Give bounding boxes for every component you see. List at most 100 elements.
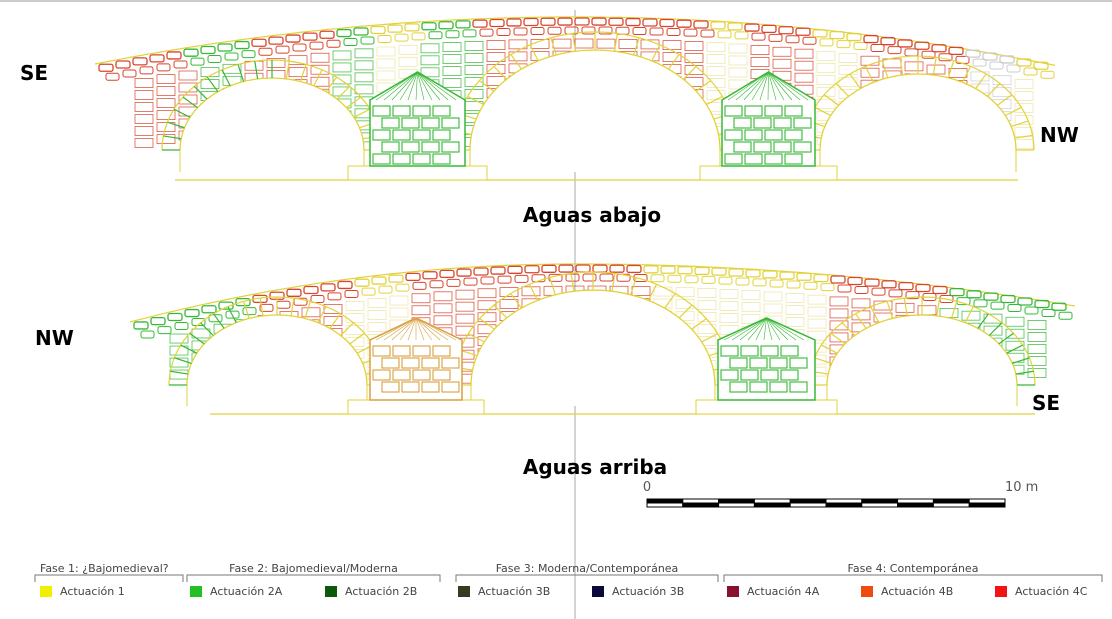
stone [718, 276, 733, 285]
stone [480, 276, 495, 285]
voussoir [899, 57, 904, 76]
ashlar [441, 117, 460, 129]
legend: Fase 1: ¿Bajomedieval? Actuación 1 Fase 2:… [34, 562, 1103, 598]
ashlar [729, 381, 748, 393]
stone [353, 27, 369, 36]
scale-segment [825, 498, 863, 504]
voussoir [821, 344, 838, 354]
stone [762, 270, 778, 279]
stone [336, 28, 352, 38]
stone [429, 280, 444, 289]
stone [921, 50, 936, 59]
scale-segment [646, 502, 684, 508]
legend-swatch [40, 586, 52, 597]
voussoir [849, 73, 861, 89]
legend-swatch [995, 586, 1007, 597]
stone [574, 38, 594, 49]
cutwater-course [767, 71, 769, 101]
stone [897, 39, 913, 48]
ashlar [441, 141, 460, 153]
stone [156, 98, 176, 108]
phase-title: Fase 1: ¿Bajomedieval? [40, 562, 169, 575]
ashlar [401, 117, 420, 129]
orientation-label: NW [1040, 123, 1079, 147]
stone [625, 17, 641, 27]
ashlar [789, 357, 808, 369]
stone [662, 52, 682, 62]
voussoir [870, 306, 880, 323]
stone [98, 63, 114, 72]
stone [343, 38, 358, 47]
scale-segment [753, 502, 791, 508]
stone [421, 22, 437, 31]
ashlar [769, 381, 788, 393]
stone [719, 289, 739, 299]
stone [851, 298, 871, 309]
voussoir [285, 61, 290, 79]
ashlar [744, 105, 763, 117]
pier-plinth [699, 165, 838, 181]
cutwater-course [415, 317, 425, 341]
scale-segment [682, 502, 720, 508]
voussoir [570, 273, 575, 292]
stone [989, 61, 1004, 70]
stone [596, 38, 616, 49]
stone [785, 35, 800, 44]
stone [829, 320, 849, 331]
stone [266, 58, 286, 68]
stone [807, 294, 827, 305]
stone [973, 299, 988, 308]
voussoir [1014, 134, 1033, 139]
stone [149, 54, 165, 63]
stone [156, 86, 176, 96]
legend-label: Actuación 3B [478, 585, 550, 598]
ashlar [764, 129, 783, 141]
stone [433, 303, 453, 314]
stone [1014, 79, 1034, 90]
stone [794, 60, 814, 71]
stone [881, 280, 897, 289]
stone [676, 19, 692, 28]
stone [547, 26, 562, 35]
cutwater-course [391, 317, 417, 341]
stone [649, 27, 664, 36]
voussoir [936, 297, 941, 316]
voussoir [479, 318, 495, 330]
scale-segment [825, 502, 863, 508]
stone [388, 274, 404, 283]
ashlar [412, 153, 431, 165]
stone [719, 301, 739, 311]
stone [200, 79, 220, 89]
stone [1027, 332, 1047, 342]
voussoir [682, 66, 697, 80]
ashlar [432, 129, 451, 141]
stone [1000, 294, 1016, 304]
stone [323, 316, 343, 326]
stone [697, 312, 717, 322]
ashlar [372, 153, 391, 165]
stone [394, 33, 409, 42]
cutwater-course [383, 317, 417, 341]
stone [156, 63, 171, 72]
cutwater-course [766, 317, 797, 341]
stone [965, 49, 981, 58]
stone [983, 292, 999, 301]
cutwater-course [735, 71, 769, 101]
stone [728, 55, 748, 66]
stone [660, 265, 676, 274]
voussoir [189, 332, 205, 345]
stone [286, 288, 302, 297]
voussoir [467, 333, 485, 343]
pier-plinth [347, 399, 485, 415]
voussoir [259, 297, 264, 316]
cutwater-course [768, 71, 801, 101]
stone [183, 48, 199, 57]
voussoir [349, 332, 365, 345]
cutwater-course [383, 71, 418, 101]
stone [786, 280, 801, 289]
cutwater-course [766, 317, 781, 341]
stone [557, 17, 573, 26]
voussoir [510, 293, 522, 309]
legend-label: Actuación 3B [612, 585, 684, 598]
voussoir [313, 69, 323, 87]
